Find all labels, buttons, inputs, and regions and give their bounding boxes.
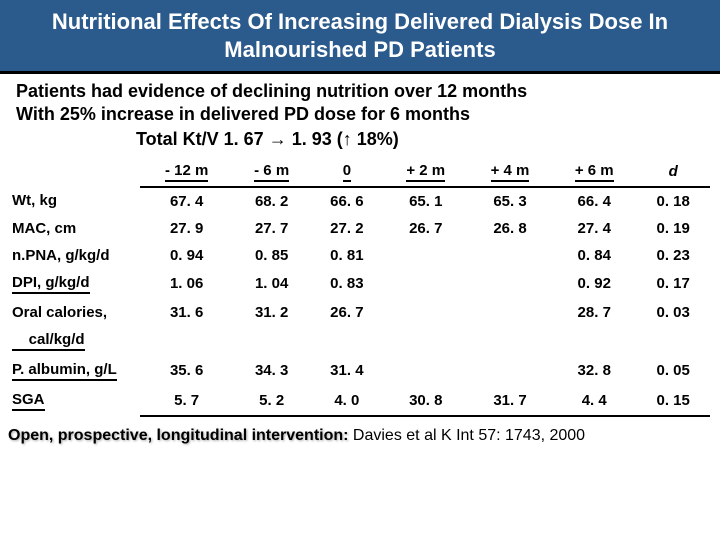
intro-line-2: With 25% increase in delivered PD dose f… [16, 103, 704, 126]
table-cell [384, 326, 468, 356]
table-cell: 5. 2 [233, 386, 310, 416]
table-cell: 65. 3 [468, 187, 552, 215]
table-cell [233, 326, 310, 356]
table-cell: 27. 2 [310, 215, 384, 242]
table-cell: 28. 7 [552, 299, 636, 326]
footer-lead: Open, prospective, longitudinal interven… [8, 427, 348, 444]
table-row: Oral calories,31. 631. 226. 7 28. 70. 03 [10, 299, 710, 326]
table-cell: 30. 8 [384, 386, 468, 416]
row-label: P. albumin, g/L [10, 356, 140, 386]
intro-ktv: Total Kt/V 1. 67 → 1. 93 (↑ 18%) [136, 129, 704, 150]
table-cell: 1. 04 [233, 269, 310, 299]
table-cell: 32. 8 [552, 356, 636, 386]
table-cell: 0. 85 [233, 242, 310, 269]
table-cell: 0. 15 [636, 386, 710, 416]
table-cell: 0. 81 [310, 242, 384, 269]
row-label: cal/kg/d [10, 326, 140, 356]
col-header: 0 [310, 158, 384, 187]
row-label: MAC, cm [10, 215, 140, 242]
row-label: Wt, kg [10, 187, 140, 215]
intro-block: Patients had evidence of declining nutri… [0, 74, 720, 152]
table-row: P. albumin, g/L35. 634. 331. 4 32. 80. 05 [10, 356, 710, 386]
col-header: d [636, 158, 710, 187]
row-label: SGA [10, 386, 140, 416]
table-cell: 0. 18 [636, 187, 710, 215]
table-cell: 66. 4 [552, 187, 636, 215]
footer-citation: Davies et al K Int 57: 1743, 2000 [353, 427, 585, 444]
table-cell: 26. 7 [384, 215, 468, 242]
table-cell [384, 299, 468, 326]
title-banner: Nutritional Effects Of Increasing Delive… [0, 0, 720, 74]
table-row: Wt, kg67. 468. 266. 665. 165. 366. 40. 1… [10, 187, 710, 215]
table-cell: 0. 03 [636, 299, 710, 326]
table-row: cal/kg/d [10, 326, 710, 356]
table-cell: 31. 6 [140, 299, 233, 326]
table-row: SGA5. 75. 24. 030. 831. 74. 40. 15 [10, 386, 710, 416]
col-header: - 12 m [140, 158, 233, 187]
table-cell [468, 242, 552, 269]
col-header: + 6 m [552, 158, 636, 187]
table-cell: 65. 1 [384, 187, 468, 215]
table-cell: 68. 2 [233, 187, 310, 215]
table-cell: 67. 4 [140, 187, 233, 215]
intro-line-1: Patients had evidence of declining nutri… [16, 80, 704, 103]
table-cell: 27. 9 [140, 215, 233, 242]
table-cell: 0. 05 [636, 356, 710, 386]
table-cell: 26. 8 [468, 215, 552, 242]
table-cell [468, 326, 552, 356]
table-cell: 31. 4 [310, 356, 384, 386]
table-cell: 0. 19 [636, 215, 710, 242]
table-cell: 31. 7 [468, 386, 552, 416]
col-header: + 2 m [384, 158, 468, 187]
table-cell: 1. 06 [140, 269, 233, 299]
table-cell [384, 242, 468, 269]
data-table-wrap: - 12 m- 6 m0+ 2 m+ 4 m+ 6 md Wt, kg67. 4… [0, 152, 720, 417]
table-cell: 66. 6 [310, 187, 384, 215]
table-cell: 26. 7 [310, 299, 384, 326]
table-cell: 34. 3 [233, 356, 310, 386]
col-header: - 6 m [233, 158, 310, 187]
table-cell: 4. 4 [552, 386, 636, 416]
table-cell [384, 356, 468, 386]
table-cell: 0. 83 [310, 269, 384, 299]
table-cell: 27. 4 [552, 215, 636, 242]
row-label: DPI, g/kg/d [10, 269, 140, 299]
table-cell: 0. 23 [636, 242, 710, 269]
table-cell [636, 326, 710, 356]
footer: Open, prospective, longitudinal interven… [0, 417, 720, 445]
table-cell: 0. 92 [552, 269, 636, 299]
table-cell [468, 356, 552, 386]
table-cell: 5. 7 [140, 386, 233, 416]
table-cell: 35. 6 [140, 356, 233, 386]
table-row: DPI, g/kg/d1. 061. 040. 83 0. 920. 17 [10, 269, 710, 299]
row-label: n.PNA, g/kg/d [10, 242, 140, 269]
col-header-blank [10, 158, 140, 187]
table-cell [310, 326, 384, 356]
table-row: MAC, cm27. 927. 727. 226. 726. 827. 40. … [10, 215, 710, 242]
table-cell: 0. 17 [636, 269, 710, 299]
table-cell: 27. 7 [233, 215, 310, 242]
table-cell: 0. 94 [140, 242, 233, 269]
table-row: n.PNA, g/kg/d0. 940. 850. 81 0. 840. 23 [10, 242, 710, 269]
table-cell [140, 326, 233, 356]
page-title: Nutritional Effects Of Increasing Delive… [12, 8, 708, 63]
data-table: - 12 m- 6 m0+ 2 m+ 4 m+ 6 md Wt, kg67. 4… [10, 158, 710, 417]
table-cell [468, 299, 552, 326]
table-cell [384, 269, 468, 299]
row-label: Oral calories, [10, 299, 140, 326]
col-header: + 4 m [468, 158, 552, 187]
table-cell: 0. 84 [552, 242, 636, 269]
table-cell: 4. 0 [310, 386, 384, 416]
table-cell [468, 269, 552, 299]
table-cell: 31. 2 [233, 299, 310, 326]
table-cell [552, 326, 636, 356]
